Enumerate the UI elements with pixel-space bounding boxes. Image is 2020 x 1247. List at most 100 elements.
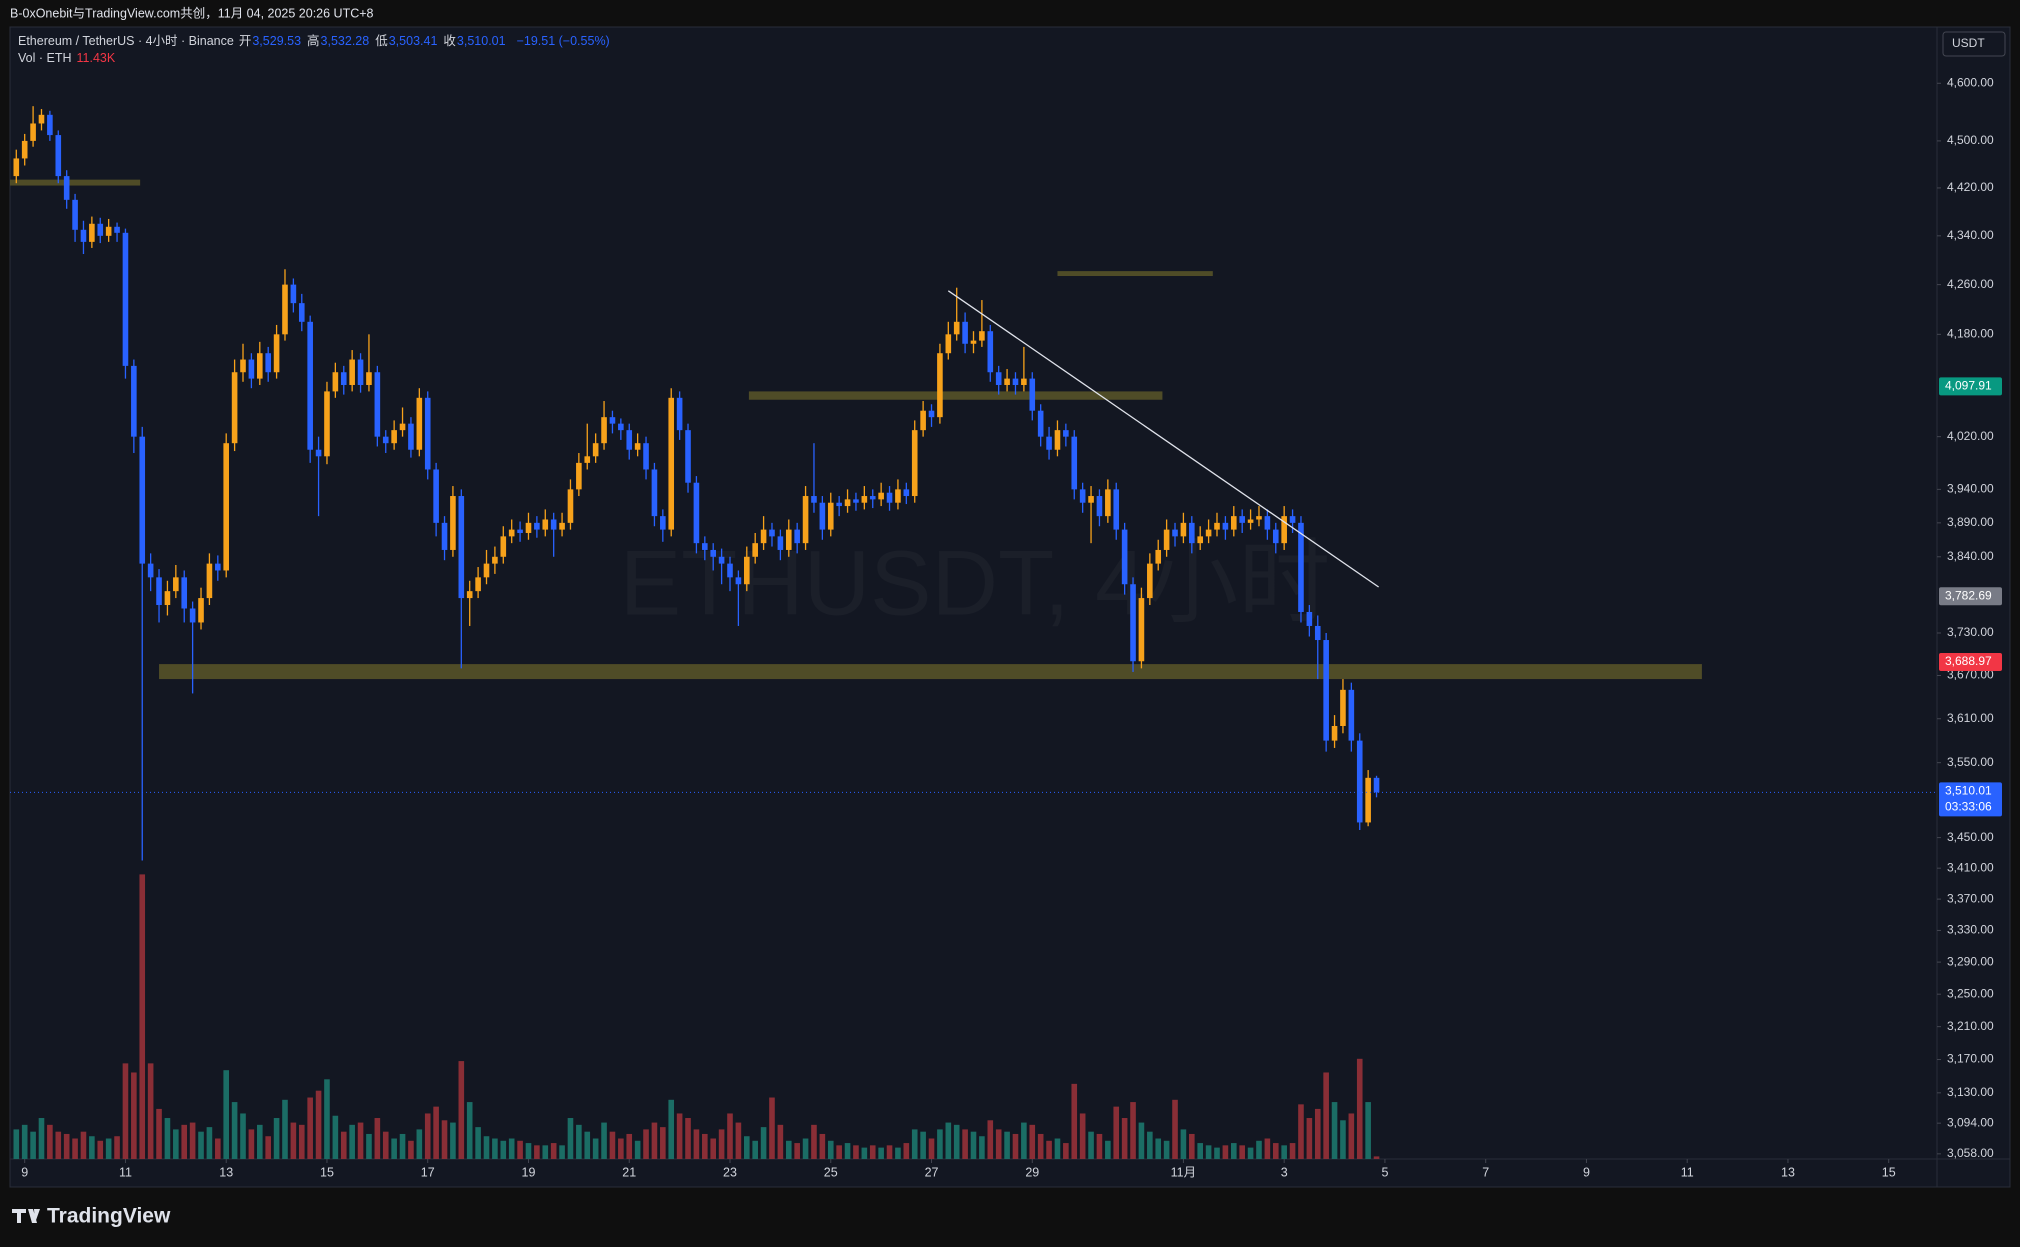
candle-body <box>63 176 70 200</box>
candle-body <box>1230 516 1237 530</box>
candle-body <box>953 321 960 335</box>
candle-body <box>21 140 28 159</box>
volume-bar <box>1230 1143 1237 1159</box>
candle-body <box>139 436 146 564</box>
x-tick-label: 15 <box>320 1165 334 1179</box>
candle-body <box>1029 378 1036 411</box>
candle-body <box>844 499 851 507</box>
candle-body <box>1306 611 1313 626</box>
candle-body <box>1222 522 1229 530</box>
volume-bar <box>937 1129 943 1159</box>
candle-body <box>1365 777 1371 823</box>
candle-body <box>979 331 985 341</box>
volume-bar <box>643 1129 649 1159</box>
candle-body <box>391 430 397 444</box>
candle-body <box>1281 516 1287 544</box>
candle-body <box>340 372 347 385</box>
candle-body <box>1172 529 1178 537</box>
volume-bar <box>743 1136 750 1159</box>
volume-bar <box>206 1127 213 1159</box>
candle-body <box>1331 726 1338 741</box>
candle-body <box>1256 516 1262 520</box>
countdown: 03:33:06 <box>1945 800 1992 814</box>
candle-body <box>760 529 767 544</box>
y-tick-label: 3,940.00 <box>1947 482 1994 496</box>
volume-bar <box>1021 1122 1027 1159</box>
candle-body <box>945 334 952 354</box>
candle-body <box>777 536 784 550</box>
volume-bar <box>1079 1113 1086 1159</box>
y-tick-label: 3,094.00 <box>1947 1115 1994 1129</box>
candle-body <box>601 417 607 444</box>
candle-body <box>189 608 196 623</box>
price-badge-label: 3,510.01 <box>1945 784 1992 798</box>
candle-body <box>987 331 994 373</box>
volume-bar <box>827 1140 834 1159</box>
x-tick-label: 11月 <box>1171 1165 1196 1179</box>
candle-body <box>206 563 213 599</box>
volume-bar <box>1314 1108 1321 1159</box>
price-badge-label: 3,782.69 <box>1945 588 1992 602</box>
candle-body <box>1138 598 1145 662</box>
volume-bar <box>13 1129 20 1159</box>
candle-body <box>567 489 574 523</box>
volume-bar <box>273 1118 280 1159</box>
volume-bar <box>492 1138 498 1159</box>
candle-body <box>508 529 515 537</box>
volume-bar <box>475 1127 481 1159</box>
currency-box[interactable] <box>1942 31 2006 57</box>
x-tick-label: 11 <box>1681 1165 1694 1179</box>
volume-bar <box>147 1063 154 1159</box>
candle-body <box>1021 378 1027 385</box>
volume-bar <box>1356 1058 1363 1159</box>
candle-body <box>685 430 691 483</box>
volume-bar <box>1105 1140 1111 1159</box>
candle-body <box>265 353 271 373</box>
volume-bar <box>878 1147 884 1159</box>
candle-body <box>559 522 565 530</box>
volume-bar <box>89 1136 95 1159</box>
volume-bar <box>1306 1118 1313 1159</box>
volume-bar <box>139 874 146 1159</box>
candle-body <box>282 284 288 335</box>
volume-bar <box>853 1145 859 1159</box>
brand: TradingView <box>47 1205 171 1228</box>
x-tick-label: 5 <box>1381 1165 1388 1179</box>
x-tick-label: 11 <box>119 1165 132 1179</box>
volume-bar <box>458 1061 465 1159</box>
candle-body <box>47 114 53 136</box>
volume-bar <box>777 1124 784 1159</box>
candle-body <box>1121 529 1128 585</box>
volume-bar <box>1348 1113 1355 1159</box>
candle-body <box>483 563 490 578</box>
volume-bar <box>970 1131 977 1159</box>
volume-bar <box>382 1131 389 1159</box>
volume-bar <box>1281 1145 1287 1159</box>
candle-body <box>231 372 238 444</box>
x-tick-label: 7 <box>1482 1165 1489 1179</box>
volume-bar <box>1147 1131 1153 1159</box>
candle-body <box>248 359 255 379</box>
symbol: Ethereum / TetherUS · 4小时 · Binance <box>18 34 234 48</box>
candle-body <box>693 482 700 544</box>
candle-body <box>1373 777 1380 793</box>
volume-bar <box>592 1138 599 1159</box>
volume-bar <box>836 1145 842 1159</box>
candle-body <box>273 334 280 373</box>
y-tick-label: 4,420.00 <box>1947 180 1994 194</box>
volume-bar <box>987 1120 994 1159</box>
ohlc-value: 3,529.53 <box>252 34 302 48</box>
candle-body <box>534 522 540 530</box>
volume-bar <box>811 1124 817 1159</box>
volume-bar <box>256 1124 263 1159</box>
volume-bar <box>181 1124 188 1159</box>
volume-bar <box>1046 1140 1052 1159</box>
volume-bar <box>265 1136 271 1159</box>
currency[interactable]: USDT <box>1952 36 1985 50</box>
candle-body <box>1197 536 1204 544</box>
volume-bar <box>752 1140 758 1159</box>
candle-body <box>1356 740 1363 823</box>
volume-bar <box>1088 1131 1094 1159</box>
volume-bar <box>928 1138 935 1159</box>
candle-body <box>349 359 355 385</box>
